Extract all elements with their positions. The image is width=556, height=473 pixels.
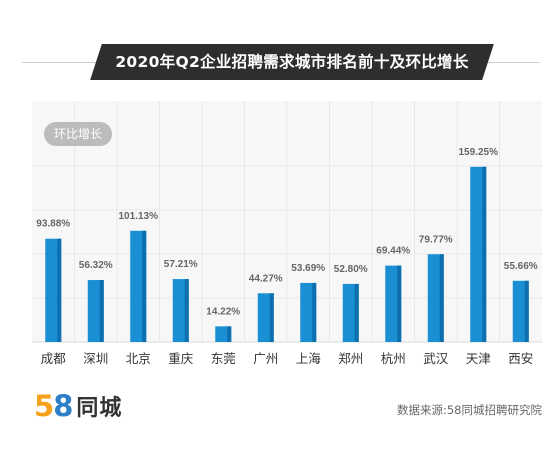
bar-北京 bbox=[130, 230, 147, 342]
bar-上海 bbox=[300, 282, 317, 342]
bar-武汉 bbox=[427, 254, 444, 342]
data-labels: 93.88% 56.32% 101.13% 57.21% 14.22% 44.27% 53.… bbox=[36, 147, 538, 318]
bar-东莞 bbox=[215, 326, 232, 342]
bar-series bbox=[45, 166, 529, 342]
bar-shade bbox=[354, 283, 359, 342]
data-label: 14.22% bbox=[206, 306, 240, 317]
bar-重庆 bbox=[172, 279, 189, 342]
category-label: 广州 bbox=[253, 351, 278, 366]
bar-shade bbox=[227, 326, 232, 342]
grid-lines bbox=[32, 101, 542, 343]
bar-shade bbox=[482, 166, 487, 342]
data-label: 44.27% bbox=[249, 273, 283, 284]
logo-text: 同城 bbox=[76, 396, 123, 421]
data-label: 56.32% bbox=[79, 260, 113, 271]
logo-digit-5: 5 bbox=[34, 389, 55, 423]
bar-深圳 bbox=[87, 280, 104, 342]
title-rule-left bbox=[22, 62, 100, 63]
category-label: 上海 bbox=[296, 351, 322, 366]
category-label: 天津 bbox=[466, 351, 491, 366]
category-label: 成都 bbox=[41, 351, 67, 366]
bar-西安 bbox=[512, 280, 529, 342]
data-label: 79.77% bbox=[419, 234, 453, 245]
bar-shade bbox=[312, 282, 317, 342]
bar-广州 bbox=[257, 293, 274, 342]
data-label: 52.80% bbox=[334, 264, 368, 275]
bar-shade bbox=[184, 279, 189, 342]
data-label: 69.44% bbox=[376, 246, 410, 257]
bar-shade bbox=[57, 238, 62, 342]
category-label: 东莞 bbox=[211, 351, 236, 366]
chart-title: 2020年Q2企业招聘需求城市排名前十及环比增长 bbox=[115, 53, 469, 71]
category-label: 郑州 bbox=[338, 351, 363, 366]
bar-shade bbox=[99, 280, 104, 342]
bar-天津 bbox=[470, 166, 487, 342]
data-label: 101.13% bbox=[119, 211, 159, 222]
data-label: 57.21% bbox=[164, 259, 198, 270]
bar-shade bbox=[269, 293, 274, 342]
bar-shade bbox=[142, 230, 147, 342]
data-source-note: 数据来源:58同城招聘研究院 bbox=[396, 403, 542, 417]
bar-郑州 bbox=[342, 283, 359, 342]
title-rule-right bbox=[484, 62, 540, 63]
bar-shade bbox=[439, 254, 444, 342]
category-label: 北京 bbox=[126, 351, 151, 366]
logo-digit-8: 8 bbox=[53, 389, 74, 423]
category-label: 武汉 bbox=[423, 351, 449, 366]
data-label: 159.25% bbox=[459, 147, 499, 158]
bar-杭州 bbox=[385, 265, 402, 342]
category-label: 杭州 bbox=[381, 351, 406, 366]
category-labels: 成都 深圳 北京 重庆 东莞 广州 上海 郑州 杭州 武汉 天津 西安 bbox=[41, 351, 534, 366]
bar-shade bbox=[524, 280, 529, 342]
growth-legend-badge: 环比增长 bbox=[44, 122, 112, 146]
bar-成都 bbox=[45, 238, 62, 342]
brand-logo: 5 8 同城 bbox=[34, 389, 123, 423]
category-label: 深圳 bbox=[83, 351, 108, 366]
category-label: 重庆 bbox=[168, 351, 194, 366]
data-label: 53.69% bbox=[291, 263, 325, 274]
data-label: 55.66% bbox=[504, 261, 538, 272]
data-label: 93.88% bbox=[36, 219, 70, 230]
bar-shade bbox=[397, 265, 402, 342]
category-label: 西安 bbox=[508, 351, 533, 366]
